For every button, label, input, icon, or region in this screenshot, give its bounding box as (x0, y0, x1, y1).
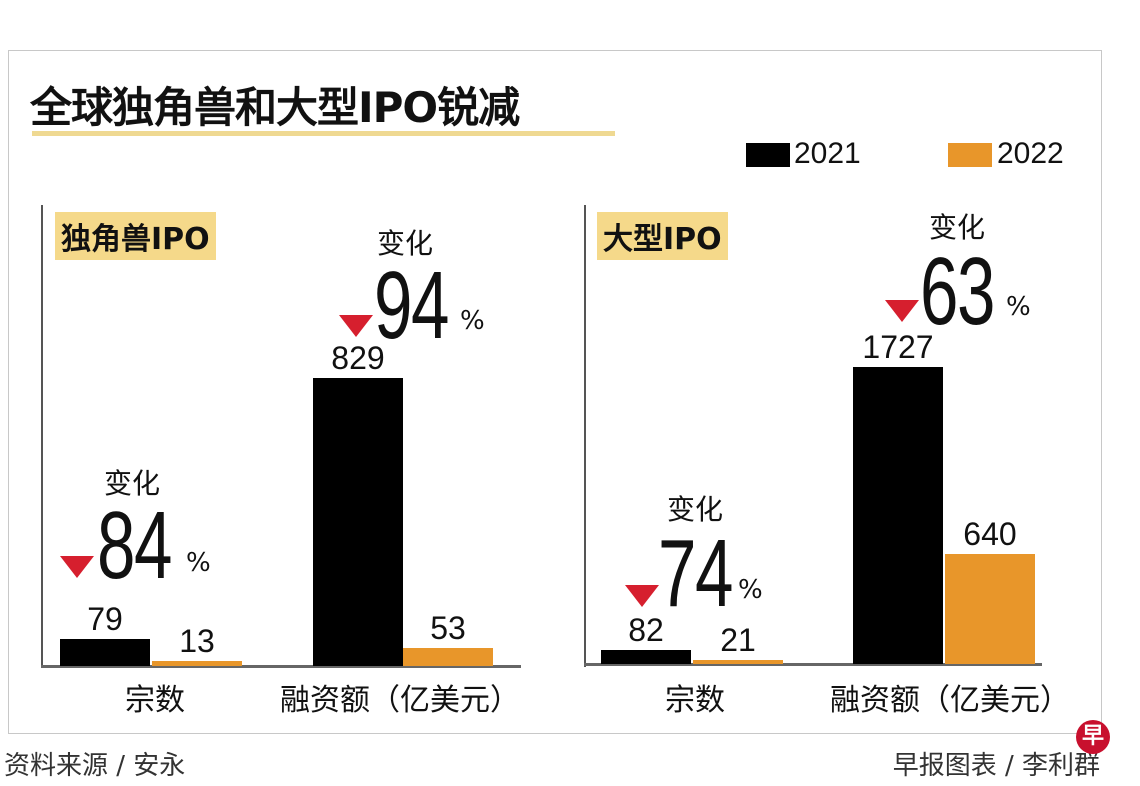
change-label: 变化 (104, 467, 161, 500)
change-value: 63 (920, 238, 995, 345)
category-label: 融资额（亿美元） (280, 683, 520, 718)
chart-title: 全球独角兽和大型IPO锐减 (30, 83, 520, 132)
left-y-axis (41, 205, 43, 667)
bar-2021 (60, 638, 150, 666)
change-value: 94 (374, 252, 449, 359)
change-unit: % (738, 575, 763, 605)
left-x-axis (41, 665, 521, 668)
panel-label-unicorn: 独角兽IPO (55, 212, 216, 260)
bar-value-label: 53 (430, 609, 466, 646)
change-value: 84 (97, 492, 172, 599)
category-label: 宗数 (125, 683, 185, 718)
legend-swatch-2022 (948, 143, 992, 167)
source-note: 资料来源 / 安永 (4, 751, 186, 781)
bar-2021 (601, 649, 691, 664)
category-label: 宗数 (665, 683, 725, 718)
legend-label-2022: 2022 (997, 137, 1064, 170)
change-label: 变化 (929, 211, 986, 244)
bar-value-label: 829 (331, 340, 385, 377)
down-triangle-icon (625, 585, 659, 607)
down-triangle-icon (339, 315, 373, 337)
panel-label-large: 大型IPO (597, 212, 728, 260)
bar-2022 (693, 660, 783, 664)
title-underline (32, 131, 615, 136)
change-unit: % (1006, 292, 1031, 322)
category-label: 融资额（亿美元） (830, 683, 1070, 718)
right-x-axis (584, 663, 1042, 666)
chart-frame (8, 50, 1102, 734)
bar-value-label: 640 (963, 515, 1017, 552)
bar-value-label: 21 (720, 622, 756, 658)
change-value: 74 (658, 520, 733, 627)
bar-value-label: 79 (87, 600, 123, 637)
down-triangle-icon (60, 556, 94, 578)
credit-note: 早报图表 / 李利群 (892, 751, 1100, 781)
change-label: 变化 (667, 493, 724, 526)
bar-value-label: 1727 (862, 328, 934, 365)
bar-2022 (152, 661, 242, 666)
bar-value-label: 82 (628, 611, 664, 648)
bar-value-label: 13 (179, 623, 215, 660)
legend-label-2021: 2021 (794, 137, 861, 170)
legend-swatch-2021 (746, 143, 790, 167)
bar-2021 (853, 366, 943, 664)
zaobao-logo: 早 (1076, 720, 1110, 754)
bar-2022 (945, 553, 1035, 664)
right-y-axis (584, 205, 586, 667)
change-unit: % (460, 306, 485, 336)
change-unit: % (186, 548, 211, 578)
bar-2022 (403, 647, 493, 666)
down-triangle-icon (885, 300, 919, 322)
change-label: 变化 (377, 227, 434, 260)
bar-2021 (313, 378, 403, 666)
